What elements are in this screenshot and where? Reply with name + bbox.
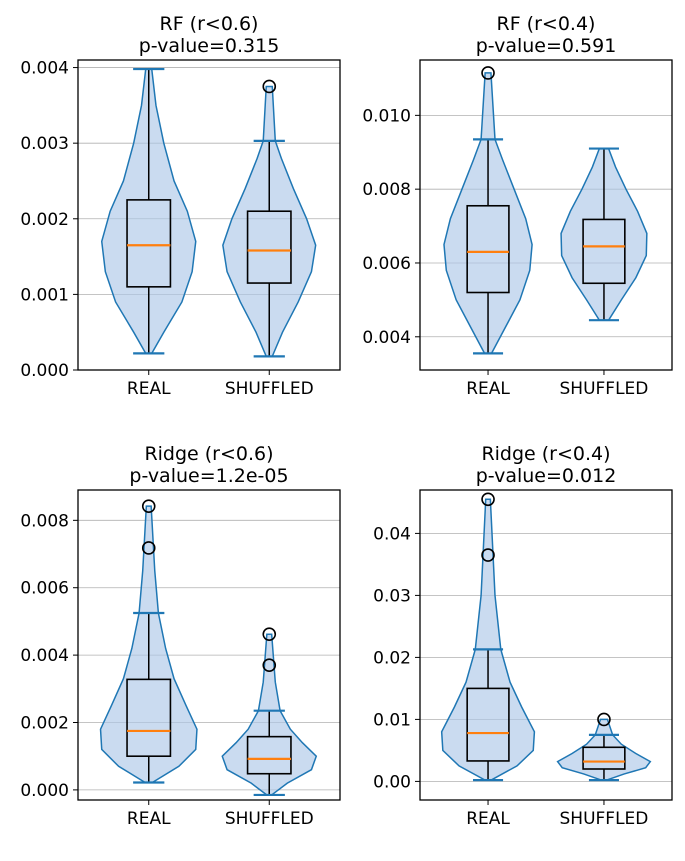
ytick-label: 0.003 [20, 134, 69, 154]
ytick-label: 0.002 [20, 714, 69, 734]
ytick-label: 0.006 [20, 579, 69, 599]
ytick-label: 0.00 [373, 772, 411, 792]
ytick-label: 0.004 [362, 328, 411, 348]
panel-title-line1: RF (r<0.4) [497, 13, 596, 35]
xtick-label: REAL [466, 379, 510, 399]
xtick-label: REAL [127, 809, 171, 829]
ytick-label: 0.002 [20, 210, 69, 230]
ytick-label: 0.001 [20, 285, 69, 305]
panel-title-line2: p-value=0.591 [476, 35, 617, 57]
ytick-label: 0.004 [20, 646, 69, 666]
panel-title-line2: p-value=0.012 [476, 465, 617, 487]
figure: 0.000 0.001 0.002 0.003 0.004 REAL SHUFFLED RF … [0, 0, 685, 861]
ytick-label: 0.010 [362, 106, 411, 126]
ytick-label: 0.000 [20, 361, 69, 381]
ytick-label: 0.03 [373, 586, 411, 606]
ytick-label: 0.04 [373, 524, 411, 544]
panel-title-line2: p-value=0.315 [139, 35, 280, 57]
xtick-label: REAL [127, 379, 171, 399]
ytick-label: 0.008 [20, 511, 69, 531]
ytick-label: 0.01 [373, 710, 411, 730]
ytick-label: 0.006 [362, 254, 411, 274]
xtick-label: SHUFFLED [560, 809, 649, 829]
panel-title-line1: Ridge (r<0.6) [144, 443, 273, 465]
xtick-label: SHUFFLED [225, 809, 314, 829]
ytick-label: 0.02 [373, 648, 411, 668]
ytick-label: 0.008 [362, 180, 411, 200]
panel-title-line1: RF (r<0.6) [160, 13, 259, 35]
panel-title-line2: p-value=1.2e-05 [129, 465, 288, 487]
panel-title-line1: Ridge (r<0.4) [481, 443, 610, 465]
xtick-label: REAL [466, 809, 510, 829]
xtick-label: SHUFFLED [560, 379, 649, 399]
ytick-label: 0.000 [20, 781, 69, 801]
xtick-label: SHUFFLED [225, 379, 314, 399]
ytick-label: 0.004 [20, 59, 69, 79]
